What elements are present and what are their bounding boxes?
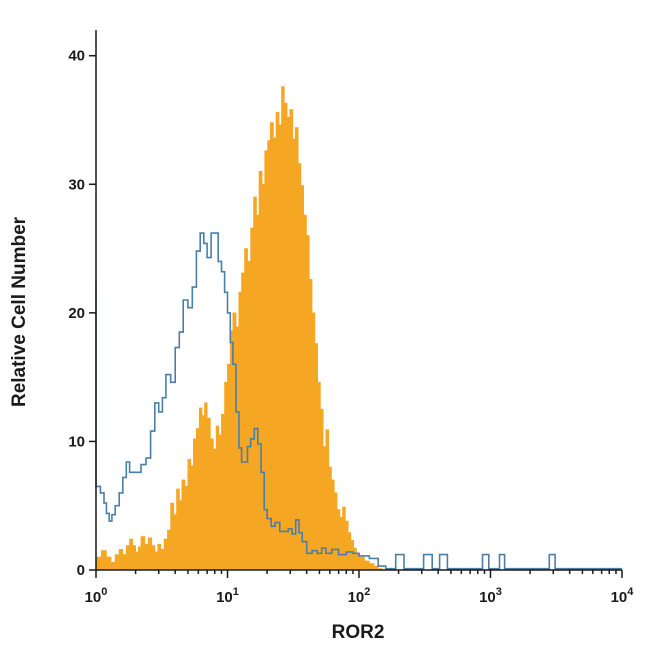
y-tick-label: 10 [68,433,85,450]
y-axis-title: Relative Cell Number [9,216,30,407]
y-axis: 0 10 20 30 40 [68,30,97,579]
y-tick-label: 30 [68,176,85,193]
y-tick-label: 40 [68,48,85,65]
x-tick-label: 104 [611,586,635,606]
x-tick-label: 102 [348,586,371,606]
x-axis: 100 101 102 103 104 [85,569,635,606]
series-1-outline-histogram [95,232,622,570]
x-axis-title: ROR2 [332,622,385,643]
x-tick-label: 103 [479,586,502,606]
x-tick-label: 101 [216,586,239,606]
y-tick-label: 0 [77,562,85,579]
plot-area [95,86,622,571]
x-tick-label: 100 [85,586,108,606]
series-0-filled-histogram [95,86,383,571]
y-tick-label: 20 [68,305,85,322]
